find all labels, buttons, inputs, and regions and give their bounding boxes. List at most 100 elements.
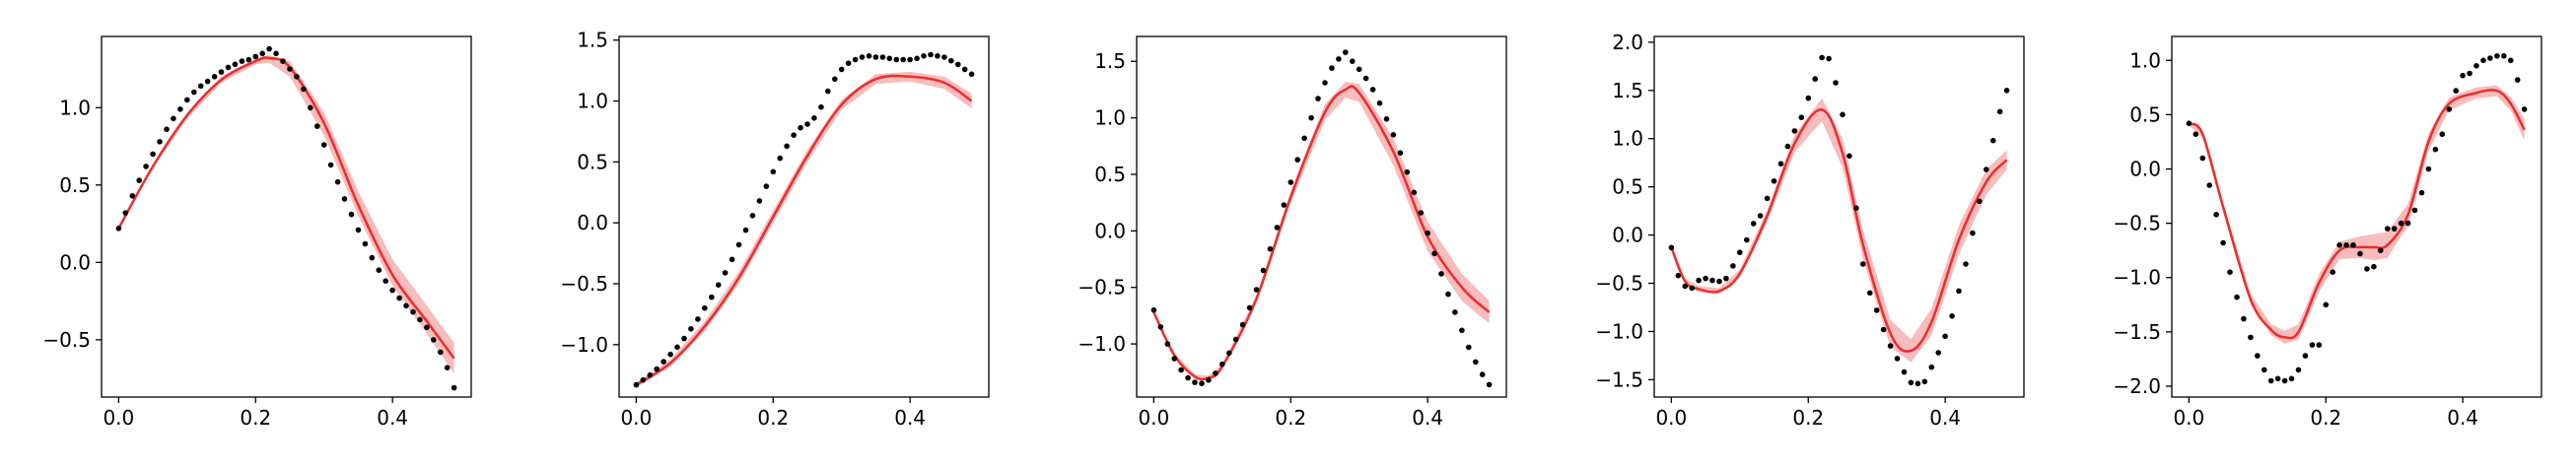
data-point [921,53,927,59]
plot-area [1150,49,1493,388]
data-point [1343,49,1349,55]
data-point [1956,288,1962,295]
data-point [369,254,376,261]
axes-frame [1136,35,1507,398]
data-point [1315,96,1321,101]
data-point [157,139,163,145]
y-tick-label: −1.0 [1078,332,1126,356]
data-point [1486,381,1493,388]
data-point [681,335,687,342]
data-point [968,71,975,78]
y-tick-label: −1.0 [560,333,608,357]
data-point [177,106,183,112]
data-point [2330,269,2335,276]
data-point [872,54,879,60]
data-point [1150,306,1157,313]
data-point [825,88,831,95]
data-point [403,302,409,309]
data-point [2371,263,2377,270]
data-point [859,54,866,60]
confidence-band [1153,81,1490,380]
data-point [1805,95,1812,101]
data-point [1771,178,1777,184]
data-point [914,55,920,62]
chart-panel-1: 0.0 0.2 0.4 −0.5 0.0 0.5 1.0 [42,35,472,430]
data-point [798,124,803,131]
data-point [294,74,300,80]
data-point [1232,336,1239,343]
data-point [935,53,940,59]
data-point [709,294,715,300]
mean-line [1152,85,1491,381]
data-point [886,55,893,62]
axes-frame [101,35,472,398]
data-point [791,132,797,138]
mean-line [117,56,455,360]
y-tick-label: −2.0 [2113,374,2161,398]
data-point [259,50,266,57]
data-point [2364,266,2370,272]
data-point [647,371,654,378]
data-point [811,115,817,121]
plot-area [633,51,975,388]
data-point [1791,128,1798,134]
data-point [348,211,355,218]
data-point [266,45,272,52]
y-tick-label: 1.5 [577,29,608,52]
data-point [164,126,170,132]
data-point [1798,114,1805,120]
data-point [115,226,122,232]
chart-panel-5: 0.0 0.2 0.4 −2.0 −1.5 −1.0 −0.5 0.0 0.5 1.0 [2113,35,2542,430]
data-point [1267,245,1274,252]
data-point [2227,269,2233,276]
data-point [2193,131,2199,137]
data-point [900,56,906,63]
data-point [2439,131,2446,137]
data-point [1908,379,1915,386]
data-point [2241,315,2247,322]
y-tick-label: 0.5 [577,150,608,173]
data-point [204,78,211,85]
y-tick-label: −0.5 [560,272,608,296]
data-point [2003,88,2010,94]
data-point [1744,236,1750,243]
data-point [845,60,852,66]
data-point [1418,210,1424,216]
y-tick-label: 1.0 [1094,106,1126,130]
data-point [1329,65,1335,71]
data-point [197,83,204,90]
data-point [1192,379,1198,385]
data-point [1867,290,1873,297]
y-tick-label: 1.0 [1612,127,1643,151]
data-point [2274,375,2281,382]
data-point [702,304,708,311]
data-point [1336,56,1342,62]
data-point [1840,111,1845,118]
data-point [171,115,176,122]
data-point [2418,189,2425,196]
data-point [1996,108,2003,115]
y-tick-label: 0.0 [577,211,608,234]
plot-area [2186,53,2528,384]
y-tick-label: 0.0 [2129,157,2161,180]
data-point [1949,313,1955,319]
data-point [1445,291,1451,298]
x-tick-label: 0.4 [894,406,926,430]
y-tick-label: 1.0 [2129,48,2161,72]
data-point [1206,377,1212,383]
data-point [327,162,334,168]
data-point [355,227,362,234]
data-point [1369,87,1376,93]
axes-frame [2171,35,2542,398]
data-point [1915,380,1921,387]
data-point [1784,143,1791,150]
data-point [2425,166,2432,172]
data-point [1226,350,1232,357]
data-point [252,53,259,60]
data-point [362,240,369,247]
data-point [838,66,845,73]
data-point [2473,63,2479,69]
data-point [948,57,954,64]
data-point [1703,275,1708,282]
y-tick-label: 1.5 [1612,79,1643,102]
